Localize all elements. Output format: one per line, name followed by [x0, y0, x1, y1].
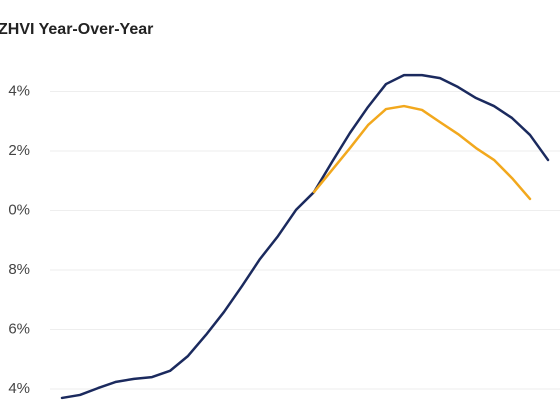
line	[312, 104, 532, 201]
y-tick-label: 4%	[8, 82, 30, 99]
y-tick-label: 0%	[8, 201, 30, 218]
line	[60, 73, 550, 400]
y-tick-label: 4%	[8, 380, 30, 397]
y-tick-label: 2%	[8, 142, 30, 159]
y-tick-label: 6%	[8, 320, 30, 337]
y-tick-label: 8%	[8, 261, 30, 278]
chart-title: ZHVI Year-Over-Year	[0, 21, 153, 38]
